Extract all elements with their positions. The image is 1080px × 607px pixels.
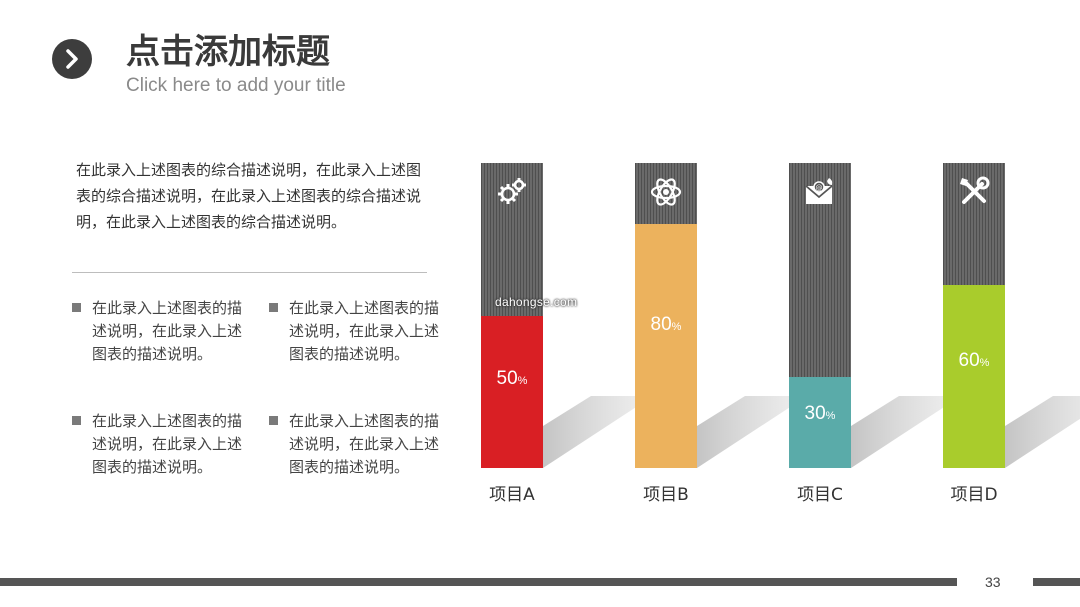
bar-b [635, 224, 697, 468]
email-icon: @ [802, 174, 838, 210]
data-label: 80% [650, 314, 682, 336]
bullet-square-icon [269, 303, 278, 312]
bar-shadow [543, 396, 653, 468]
bullet-square-icon [72, 303, 81, 312]
next-arrow-button[interactable] [52, 39, 92, 79]
bullet-text: 在此录入上述图表的描述说明，在此录入上述图表的描述说明。 [289, 299, 440, 363]
chevron-right-icon [66, 49, 78, 69]
intro-text: 在此录入上述图表的综合描述说明，在此录入上述图表的综合描述说明，在此录入上述图表… [76, 161, 422, 231]
category-label: 项目C [797, 485, 843, 505]
bullet-text: 在此录入上述图表的描述说明，在此录入上述图表的描述说明。 [92, 412, 243, 476]
category-label: 项目A [489, 485, 535, 505]
bullet-item: 在此录入上述图表的描述说明，在此录入上述图表的描述说明。 [269, 410, 439, 479]
bar-a [481, 315, 543, 468]
bar-chart: 50% 项目A 80% 项目B 30% @ 项目C 60% 项目D [440, 140, 1080, 520]
watermark: dahongse.com [495, 295, 578, 309]
page-subtitle: Click here to add your title [126, 75, 346, 96]
tools-icon [956, 174, 992, 210]
bar-d [943, 285, 1005, 468]
divider [72, 272, 427, 273]
bullet-item: 在此录入上述图表的描述说明，在此录入上述图表的描述说明。 [72, 297, 242, 366]
bullet-text: 在此录入上述图表的描述说明，在此录入上述图表的描述说明。 [289, 412, 440, 476]
bar-shadow [851, 396, 961, 468]
page-title: 点击添加标题 [126, 32, 330, 72]
bullet-square-icon [72, 416, 81, 425]
category-label: 项目B [643, 485, 689, 505]
bar-shadow [1005, 396, 1080, 468]
footer-bar [0, 578, 957, 586]
page-number: 33 [985, 574, 1001, 590]
bullet-item: 在此录入上述图表的描述说明，在此录入上述图表的描述说明。 [269, 297, 439, 366]
bullet-square-icon [269, 416, 278, 425]
gears-icon [494, 174, 530, 210]
data-label: 60% [958, 349, 990, 371]
category-label: 项目D [950, 485, 998, 505]
atom-icon [648, 174, 684, 210]
bullet-item: 在此录入上述图表的描述说明，在此录入上述图表的描述说明。 [72, 410, 242, 479]
data-label: 30% [804, 402, 836, 424]
footer-bar-end [1033, 578, 1080, 586]
bullet-text: 在此录入上述图表的描述说明，在此录入上述图表的描述说明。 [92, 299, 243, 363]
bar-shadow [697, 396, 807, 468]
data-label: 50% [496, 367, 528, 389]
bar-c [789, 376, 851, 468]
svg-text:@: @ [816, 184, 823, 192]
